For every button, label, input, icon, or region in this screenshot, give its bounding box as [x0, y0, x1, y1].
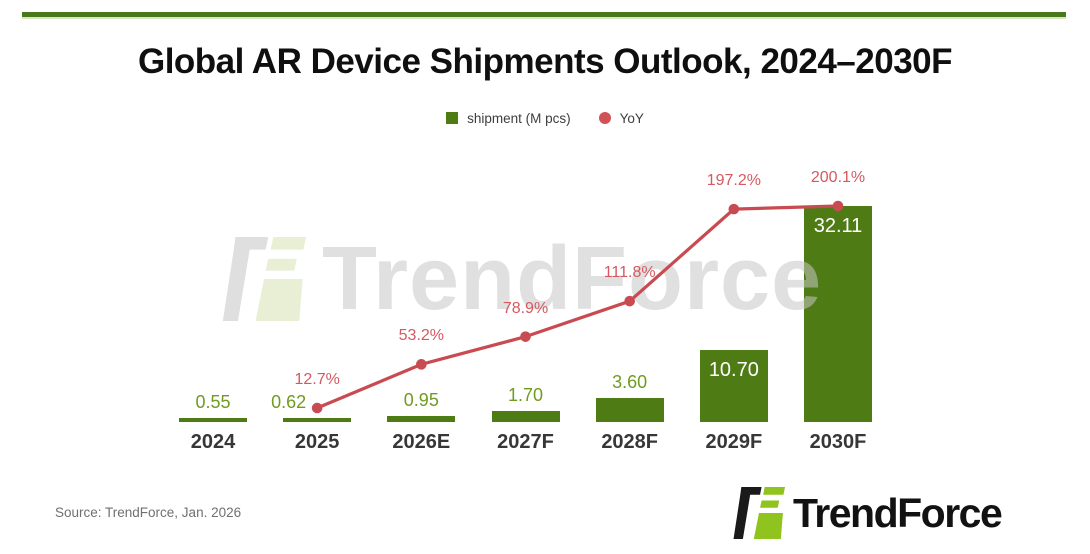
bar-2027F — [491, 410, 560, 422]
brand-logo[interactable]: TrendForce — [733, 487, 1003, 539]
bar-2028F — [595, 397, 664, 422]
legend-label-yoy: YoY — [619, 110, 644, 126]
yoy-label: 111.8% — [603, 264, 656, 282]
x-axis-label: 2026E — [392, 431, 451, 453]
legend-label-shipment: shipment (M pcs) — [467, 110, 571, 126]
yoy-label: 78.9% — [502, 299, 549, 317]
yoy-label: 53.2% — [398, 327, 445, 345]
yoy-point — [728, 203, 740, 215]
trendforce-logo-icon — [733, 487, 785, 539]
legend: shipment (M pcs) YoY — [0, 109, 1090, 127]
x-axis-label: 2029F — [705, 431, 763, 453]
yoy-point — [311, 402, 323, 414]
yoy-swatch-icon — [598, 112, 611, 124]
shipment-swatch-icon — [446, 112, 459, 124]
bar-value-label: 0.95 — [403, 389, 439, 410]
source-note: Source: TrendForce, Jan. 2026 — [55, 505, 242, 520]
brand-logo-text: TrendForce — [793, 490, 1003, 536]
top-accent-rule — [22, 12, 1066, 19]
bar-value-label: 0.55 — [195, 392, 231, 413]
yoy-label: 197.2% — [706, 172, 761, 190]
bar-value-label: 32.11 — [813, 214, 863, 237]
x-axis-label: 2025 — [294, 431, 340, 453]
x-axis-label: 2028F — [601, 431, 659, 453]
bar-value-label: 3.60 — [612, 371, 648, 392]
bar-value-label: 10.70 — [708, 358, 759, 381]
legend-item-yoy[interactable]: YoY — [598, 110, 644, 126]
x-axis-label: 2027F — [497, 431, 554, 453]
trendforce-watermark-icon — [222, 237, 306, 321]
x-axis-label: 2030F — [809, 431, 867, 453]
yoy-point — [416, 359, 427, 370]
x-axis-label: 2024 — [190, 431, 236, 453]
legend-item-shipment[interactable]: shipment (M pcs) — [446, 111, 571, 126]
yoy-point — [520, 331, 531, 342]
bar-2030F — [804, 205, 873, 422]
chart-title: Global AR Device Shipments Outlook, 2024… — [137, 42, 953, 81]
bar-2025 — [283, 417, 352, 422]
bar-value-label: 0.62 — [271, 391, 307, 412]
bar-2026E — [387, 415, 456, 422]
bar-value-label: 1.70 — [507, 384, 544, 405]
yoy-point — [624, 295, 635, 307]
yoy-label: 12.7% — [294, 371, 340, 388]
yoy-label: 200.1% — [810, 169, 866, 186]
bar-2024 — [179, 418, 247, 422]
